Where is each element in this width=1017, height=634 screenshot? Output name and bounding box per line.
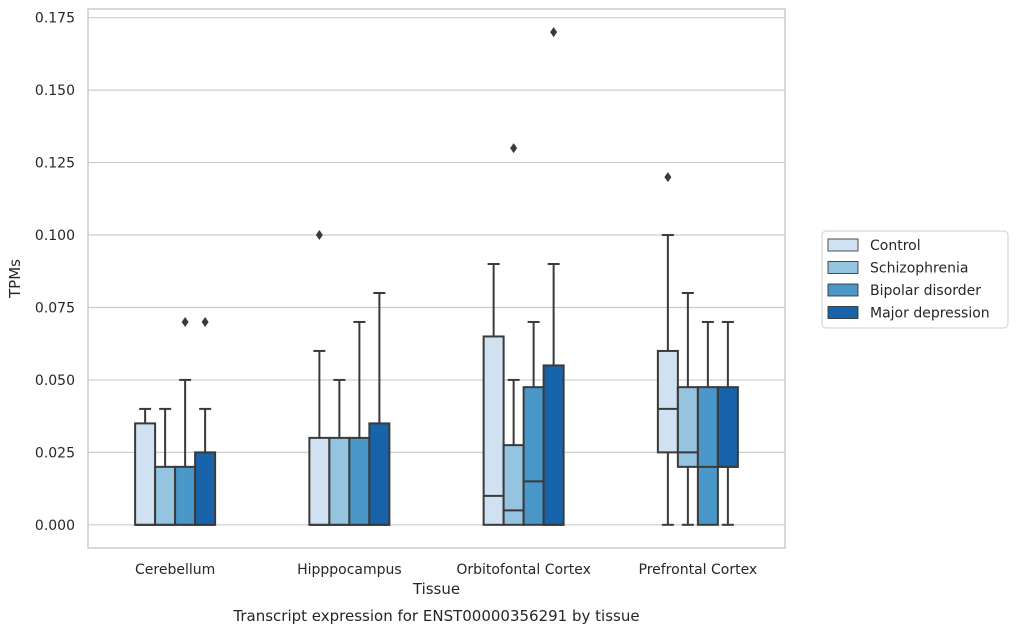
legend-label: Major depression [870,306,990,322]
box-body [194,451,217,526]
box-body [676,386,699,468]
outlier-point [550,27,558,38]
chart-caption: Transcript expression for ENST0000035629… [232,607,639,625]
x-tick-label: Cerebellum [135,562,215,578]
y-tick-label: 0.150 [35,83,75,99]
y-tick-label: 0.100 [35,228,75,244]
x-tick-label: Orbitofontal Cortex [456,562,591,578]
box-body [174,465,197,526]
y-axis-label: TPMs [6,259,24,299]
box [716,320,739,526]
box [522,320,545,526]
box-body [368,422,391,526]
y-axis-ticks: 0.000 0.025 0.050 0.075 0.100 0.125 0.150 0.175 [35,11,75,534]
box [328,378,351,526]
box-body [154,465,177,526]
box [308,230,331,526]
y-tick-label: 0.025 [35,445,75,461]
box-groups [134,27,739,526]
outlier-point [664,172,672,183]
y-tick-label: 0.000 [35,518,75,534]
box-body [656,349,679,454]
box [154,407,177,526]
plot-frame [87,8,786,549]
legend-swatch [827,261,859,274]
outlier-point [510,143,518,154]
box-body [502,444,525,526]
x-tick-label: Prefrontal Cortex [639,562,758,578]
box [134,407,157,526]
legend-swatch [827,283,859,297]
box-body [542,364,565,526]
box [676,291,699,526]
box [368,291,391,526]
box [174,316,197,526]
outlier-point [201,316,209,327]
box [482,263,505,526]
box [542,27,565,526]
legend-label: Schizophrenia [870,261,968,277]
box-body [348,436,371,526]
outlier-point [315,230,323,241]
y-tick-label: 0.125 [35,156,75,172]
legend-swatch [827,306,859,319]
box-body [328,436,351,526]
box [696,320,719,526]
y-tick-label: 0.050 [35,373,75,389]
box-body [482,335,505,526]
legend: Control Schizophrenia Bipolar disorder Majo… [821,230,1009,329]
box [656,172,679,526]
legend-label: Control [870,238,921,254]
box [348,320,371,526]
x-axis-label: Tissue [412,580,460,598]
legend-label: Bipolar disorder [870,283,981,299]
box-body [308,436,331,526]
box-body [522,386,545,526]
legend-frame [821,230,1009,329]
x-axis-ticks: Cerebellum Hipppocampus Orbitofontal Corte… [135,562,757,578]
box-body [696,386,719,526]
legend-swatch [827,238,859,252]
box [194,316,217,526]
y-tick-label: 0.175 [35,11,75,27]
box [502,143,525,526]
box-body [134,422,157,526]
outlier-point [181,316,189,327]
y-tick-label: 0.075 [35,300,75,316]
box-body [716,386,739,468]
x-tick-label: Hipppocampus [297,562,402,578]
